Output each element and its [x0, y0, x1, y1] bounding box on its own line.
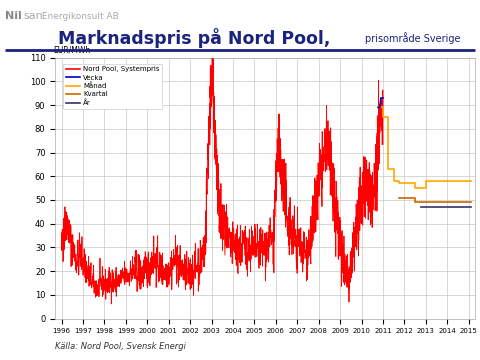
Legend: Nord Pool, Systempris, Vecka, Månad, Kvartal, År: Nord Pool, Systempris, Vecka, Månad, Kva…: [63, 64, 162, 109]
Text: prisområde Sverige: prisområde Sverige: [365, 32, 460, 44]
Text: Marknadspris på Nord Pool,: Marknadspris på Nord Pool,: [58, 28, 330, 48]
Text: san: san: [23, 11, 43, 21]
Text: Källa: Nord Pool, Svensk Energi: Källa: Nord Pool, Svensk Energi: [55, 342, 186, 351]
Text: Energikonsult AB: Energikonsult AB: [39, 12, 119, 21]
Text: EUR/MWh: EUR/MWh: [53, 46, 90, 55]
Text: Nil: Nil: [5, 11, 22, 21]
